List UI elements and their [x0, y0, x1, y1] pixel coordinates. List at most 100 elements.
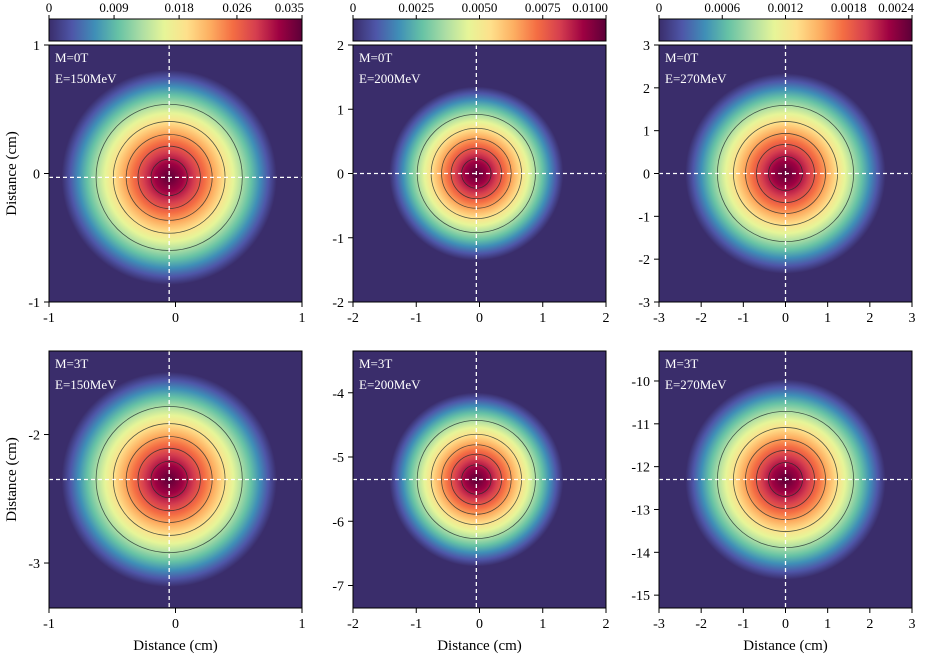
y-tick-label: -2: [28, 429, 40, 444]
colorbar-M0-E200: 0 0.0025 0.0050 0.0075 0.0100: [350, 0, 608, 42]
label-energy: E=270MeV: [665, 71, 727, 86]
panel-M3-E150: M=3T E=150MeV -1 0 1 -3 -2 Distance (cm) Distanc…: [4, 350, 306, 654]
x-tick-label: 1: [299, 311, 306, 326]
contour-line: [137, 447, 201, 512]
label-energy: E=150MeV: [55, 377, 117, 392]
label-magnetic-field: M=3T: [55, 356, 88, 371]
y-tick-label: 1: [643, 125, 650, 140]
panel-M0-E150: M=0T E=150MeV -1 0 1 -1 0 1 Distance (cm): [4, 39, 306, 326]
colorbar-tick-label: 0.0024: [878, 0, 914, 15]
label-energy: E=200MeV: [359, 71, 421, 86]
heatmap-layer: [49, 351, 302, 608]
panel-M3-E270: M=3TE=270MeV-3 -2 -1 0 1 2 3-15-14-13-12-11-10…: [631, 350, 916, 654]
label-magnetic-field: M=3T: [359, 356, 392, 371]
colorbar-bar: [352, 18, 607, 42]
x-tick-label: 1: [824, 311, 831, 326]
y-axis-label: Distance (cm): [4, 131, 20, 216]
panel-M0-E200: M=0T E=200MeV -2 -1 0 1 2 -2 -1 0 1 2: [332, 39, 609, 326]
y-tick-label: -15: [631, 589, 650, 604]
colorbar-tick-label: 0.035: [275, 0, 304, 15]
x-tick-label: -1: [737, 617, 749, 632]
colorbar-tick-label: 0.0006: [704, 0, 740, 15]
x-tick-label: -2: [347, 617, 359, 632]
x-tick-label: 0: [782, 617, 789, 632]
heatmap-layer: [659, 45, 912, 302]
label-energy: E=270MeV: [665, 377, 727, 392]
y-tick-label: 2: [337, 39, 344, 54]
y-tick-label: 0: [337, 168, 344, 183]
x-axis-label: Distance (cm): [133, 638, 218, 654]
colorbar-tick-label: 0.026: [222, 0, 252, 15]
colorbar-tick-label: 0.018: [164, 0, 193, 15]
x-tick-label: 0: [782, 311, 789, 326]
label-magnetic-field: M=0T: [55, 50, 88, 65]
x-tick-label: -2: [695, 617, 707, 632]
colorbar-tick-label: 0: [350, 0, 357, 15]
x-tick-label: 2: [866, 617, 873, 632]
y-axis-label: Distance (cm): [4, 437, 20, 522]
colorbar-bar: [48, 18, 303, 42]
x-tick-label: 1: [539, 311, 546, 326]
colorbar-tick-label: 0.009: [99, 0, 128, 15]
y-tick-label: -2: [638, 253, 650, 268]
colorbar-tick-label: 0: [46, 0, 53, 15]
y-tick-label: -6: [332, 515, 344, 530]
colorbar-tick-label: 0.0025: [398, 0, 434, 15]
x-tick-label: -1: [43, 617, 55, 632]
x-tick-label: -3: [653, 617, 665, 632]
x-tick-label: 1: [539, 617, 546, 632]
y-tick-label: -2: [332, 296, 344, 311]
x-tick-label: 0: [476, 617, 483, 632]
y-tick-label: 0: [33, 168, 40, 183]
y-tick-label: -5: [332, 451, 344, 466]
x-tick-label: 3: [909, 311, 916, 326]
x-axis-label: Distance (cm): [743, 638, 828, 654]
y-tick-label: 3: [643, 39, 650, 54]
y-tick-label: 2: [643, 82, 650, 97]
colorbar-M0-E270: 0 0.0006 0.0012 0.0018 0.0024: [656, 0, 915, 42]
panel-M3-E200: M=3T E=200MeV -2 -1 0 1 2 -7 -6 -5 -4 Distance (cm): [332, 350, 610, 654]
colorbar-tick-label: 0.0018: [831, 0, 867, 15]
x-tick-label: 3: [909, 617, 916, 632]
label-energy: E=200MeV: [359, 377, 421, 392]
x-axis-label: Distance (cm): [437, 638, 522, 654]
x-tick-label: -1: [737, 311, 749, 326]
y-tick-label: -1: [28, 296, 40, 311]
label-magnetic-field: M=0T: [359, 50, 392, 65]
x-tick-label: 0: [172, 617, 179, 632]
heatmap-layer: [659, 351, 912, 608]
x-tick-label: -2: [695, 311, 707, 326]
y-tick-label: -3: [638, 296, 650, 311]
x-tick-label: 2: [603, 311, 610, 326]
y-tick-label: -10: [631, 375, 650, 390]
heatmap-layer: [49, 45, 302, 302]
y-tick-label: -12: [631, 461, 650, 476]
y-tick-label: -14: [631, 546, 650, 561]
colorbar-tick-label: 0.0050: [462, 0, 498, 15]
y-tick-label: 1: [33, 39, 40, 54]
y-tick-label: -3: [28, 557, 40, 572]
x-tick-label: 0: [172, 311, 179, 326]
label-energy: E=150MeV: [55, 71, 117, 86]
heatmap-layer: [353, 351, 606, 608]
x-tick-label: 2: [866, 311, 873, 326]
heatmap-layer: [353, 45, 606, 302]
colorbar-tick-label: 0.0075: [525, 0, 561, 15]
y-tick-label: -11: [632, 418, 650, 433]
panel-M0-E270: M=0T E=270MeV -3 -2 -1 0 1 2 3 -3 -2 -1 0 1 2 3: [638, 39, 915, 326]
label-magnetic-field: M=0T: [665, 50, 698, 65]
x-tick-label: -1: [410, 311, 422, 326]
contour-line: [95, 405, 243, 554]
y-tick-label: 0: [643, 168, 650, 183]
y-tick-label: 1: [337, 103, 344, 118]
y-tick-label: -13: [631, 503, 650, 518]
y-tick-label: -1: [638, 210, 650, 225]
colorbar-bar: [658, 18, 913, 42]
x-tick-label: 0: [476, 311, 483, 326]
label-magnetic-field: M=3T: [665, 356, 698, 371]
y-tick-label: -1: [332, 232, 344, 247]
colorbar-M0-E150: 0 0.009 0.018 0.026 0.035: [46, 0, 304, 42]
x-tick-label: 1: [824, 617, 831, 632]
x-tick-label: -2: [347, 311, 359, 326]
